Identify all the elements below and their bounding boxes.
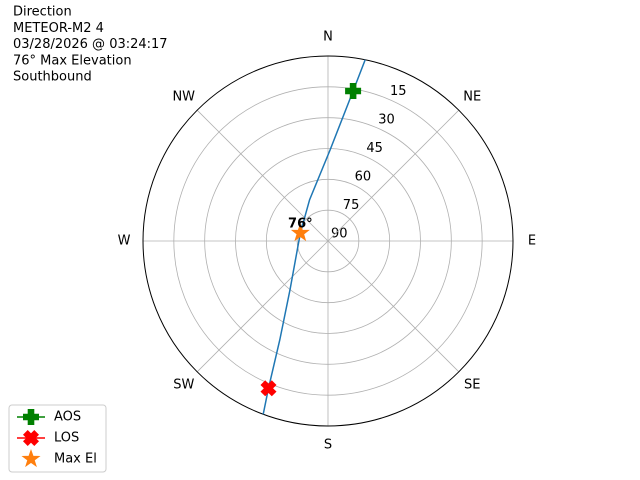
legend-marker bbox=[23, 409, 39, 425]
legend-label: AOS bbox=[54, 410, 81, 425]
r-tick-label: 60 bbox=[355, 170, 372, 185]
direction-label: SW bbox=[173, 378, 194, 393]
grid-spoke bbox=[327, 109, 460, 242]
outer-circle bbox=[142, 55, 514, 427]
direction-label: W bbox=[118, 234, 131, 249]
marker-star bbox=[290, 223, 310, 242]
legend-label: Max El bbox=[54, 452, 97, 467]
direction-label: E bbox=[528, 234, 536, 249]
direction-label: NW bbox=[172, 89, 195, 104]
grid-spoke bbox=[196, 240, 329, 373]
r-tick-label: 30 bbox=[378, 113, 395, 128]
direction-label: SE bbox=[464, 378, 480, 393]
legend: AOS LOS Max El bbox=[8, 404, 107, 473]
direction-label: N bbox=[323, 30, 333, 45]
r-tick-label: 90 bbox=[331, 227, 348, 242]
direction-label: S bbox=[324, 438, 332, 453]
title-line: Direction bbox=[13, 5, 72, 20]
legend-marker bbox=[22, 429, 40, 447]
title-line: METEOR-M2 4 bbox=[13, 21, 104, 36]
legend-marker bbox=[21, 448, 41, 468]
title-line: 76° Max Elevation bbox=[13, 53, 132, 68]
marker-x bbox=[260, 380, 277, 397]
grid-spoke bbox=[196, 109, 329, 242]
title-line: Southbound bbox=[13, 70, 92, 85]
direction-label: NE bbox=[463, 89, 481, 104]
r-tick-label: 75 bbox=[343, 198, 360, 213]
marker-plus bbox=[345, 83, 362, 99]
title-line: 03/28/2026 @ 03:24:17 bbox=[13, 37, 168, 52]
r-tick-label: 45 bbox=[366, 141, 383, 156]
annotation: 76° bbox=[288, 217, 313, 232]
grid-spoke bbox=[327, 240, 460, 373]
r-tick-label: 15 bbox=[390, 84, 407, 99]
legend-label: LOS bbox=[54, 431, 79, 446]
